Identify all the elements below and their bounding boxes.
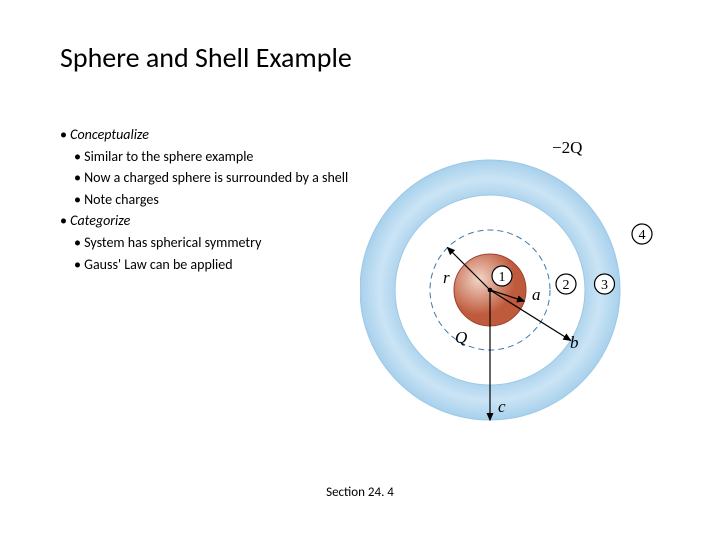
bullet-item: Now a charged sphere is surrounded by a … xyxy=(60,168,350,188)
categorize-heading: Categorize xyxy=(70,212,130,229)
bullet-item: Note charges xyxy=(60,190,350,210)
bullet-item: Similar to the sphere example xyxy=(60,147,350,167)
conceptualize-heading: Conceptualize xyxy=(70,126,149,143)
svg-text:−2Q: −2Q xyxy=(552,138,582,157)
slide-title: Sphere and Shell Example xyxy=(60,40,670,75)
bullet-item: Gauss' Law can be applied xyxy=(60,255,350,275)
text-column: Conceptualize Similar to the sphere exam… xyxy=(60,125,350,470)
sphere-shell-diagram: r a b c Q −2Q 1 2 3 4 xyxy=(360,125,670,465)
svg-text:r: r xyxy=(443,268,450,287)
svg-text:1: 1 xyxy=(499,270,506,285)
svg-text:Q: Q xyxy=(455,328,467,347)
bullet-item: System has spherical symmetry xyxy=(60,233,350,253)
svg-text:3: 3 xyxy=(601,278,608,293)
svg-text:a: a xyxy=(532,285,541,304)
content-row: Conceptualize Similar to the sphere exam… xyxy=(60,125,670,470)
bullet-list: Conceptualize Similar to the sphere exam… xyxy=(60,125,350,274)
svg-text:4: 4 xyxy=(639,228,646,243)
section-footer: Section 24. 4 xyxy=(326,485,394,500)
diagram-column: r a b c Q −2Q 1 2 3 4 xyxy=(360,125,670,470)
svg-text:2: 2 xyxy=(563,278,570,293)
svg-text:b: b xyxy=(570,333,579,352)
svg-text:c: c xyxy=(498,397,506,416)
